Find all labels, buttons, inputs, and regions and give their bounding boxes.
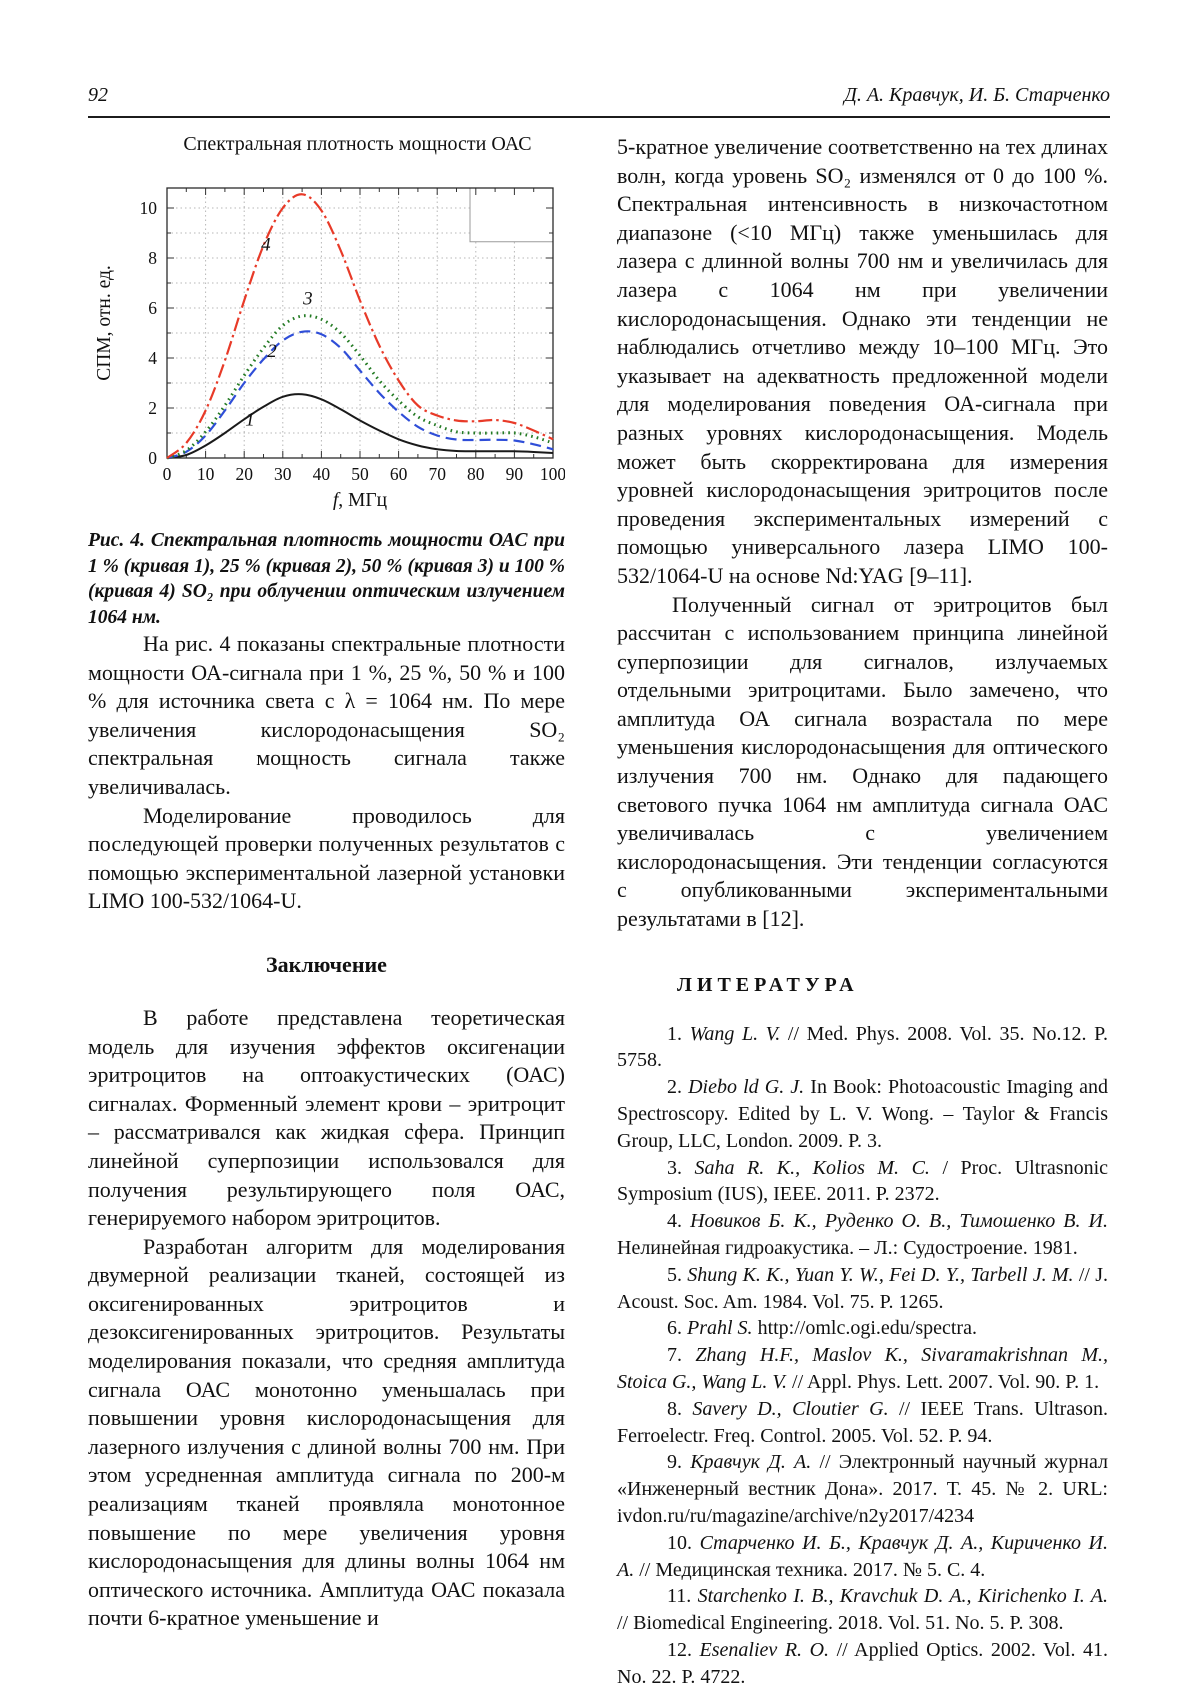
- reference-authors: Новиков Б. К., Руденко О. В., Тимошенко …: [690, 1210, 1108, 1233]
- curve-label-1: 1: [245, 410, 255, 431]
- reference-authors: Esenaliev R. O.: [699, 1638, 830, 1661]
- paragraph: На рис. 4 показаны спектральные плотност…: [88, 631, 565, 799]
- reference-number: 7.: [667, 1344, 696, 1367]
- reference-item: 5. Shung K. K., Yuan Y. W., Fei D. Y., T…: [617, 1262, 1108, 1316]
- reference-number: 2.: [667, 1076, 689, 1099]
- paragraph: Моделирование проводилось для последующе…: [88, 802, 565, 914]
- running-authors: Д. А. Кравчук, И. Б. Старченко: [844, 84, 1110, 106]
- reference-text: // Applied Optics. 2002. Vol. 41. No. 22…: [617, 1638, 1108, 1688]
- x-tick-label: 100: [540, 464, 565, 484]
- reference-number: 6.: [667, 1317, 687, 1340]
- reference-text: // Med. Phys. 2008. Vol. 35. No.12. P. 5…: [617, 1022, 1108, 1072]
- reference-item: 8. Savery D., Cloutier G. // IEEE Trans.…: [617, 1396, 1108, 1450]
- reference-text: / Proc. Ultrasnonic Symposium (IUS), IEE…: [617, 1156, 1109, 1206]
- x-tick-label: 60: [390, 464, 408, 484]
- reference-text: // Электронный научный журнал «Инженерны…: [617, 1451, 1108, 1527]
- reference-text: Нелинейная гидроакустика. – Л.: Судостро…: [617, 1237, 1078, 1259]
- x-tick-label: 80: [467, 464, 485, 484]
- reference-number: 4.: [667, 1210, 691, 1233]
- y-axis-label: СПМ, отн. ед.: [94, 265, 115, 381]
- reference-authors: Wang L. V.: [689, 1022, 781, 1045]
- two-column-layout: Спектральная плотность мощности ОАС 1 2 3 4…: [88, 133, 1110, 1691]
- reference-text: // Biomedical Engineering. 2018. Vol. 51…: [617, 1612, 1064, 1635]
- reference-number: 3.: [667, 1156, 695, 1179]
- reference-number: 11.: [667, 1585, 698, 1608]
- reference-authors: Diebo ld G. J.: [688, 1076, 805, 1099]
- reference-text: // IEEE Trans. Ultrason. Ferroelectr. Fr…: [617, 1397, 1108, 1447]
- curve-2: [166, 330, 554, 460]
- reference-authors: Кравчук Д. А.: [690, 1451, 812, 1474]
- reference-authors: Zhang H.F., Maslov K., Sivaramakrishnan …: [617, 1344, 1108, 1393]
- reference-text: // Медицинская техника. 2017. № 5. С. 4.: [634, 1558, 986, 1581]
- figure-caption: Рис. 4. Спектральная плотность мощности …: [88, 530, 565, 628]
- y-tick-label: 6: [148, 298, 157, 318]
- reference-authors: Starchenko I. B., Kravchuk D. A., Kirich…: [697, 1585, 1108, 1608]
- chart-title: Спектральная плотность мощности ОАС: [183, 133, 532, 155]
- curve-label-3: 3: [302, 288, 313, 309]
- reference-item: 9. Кравчук Д. А. // Электронный научный …: [617, 1449, 1108, 1529]
- reference-item: 10. Старченко И. Б., Кравчук Д. А., Кири…: [617, 1530, 1108, 1584]
- x-tick-label: 90: [506, 464, 524, 484]
- reference-number: 9.: [667, 1451, 691, 1474]
- reference-authors: Savery D., Cloutier G.: [692, 1397, 889, 1420]
- paragraph: В работе представлена теоретическая моде…: [88, 1004, 565, 1231]
- conclusion-heading: Заключение: [266, 951, 387, 977]
- right-column: 5-кратное увеличение соответственно на т…: [617, 133, 1108, 1691]
- y-tick-label: 2: [148, 398, 157, 418]
- reference-authors: Prahl S.: [687, 1317, 753, 1340]
- reference-item: 11. Starchenko I. B., Kravchuk D. A., Ki…: [617, 1583, 1108, 1637]
- reference-item: 3. Saha R. K., Kolios M. C. / Proc. Ultr…: [617, 1155, 1108, 1209]
- paragraph: Полученный сигнал от эритроцитов был рас…: [617, 591, 1108, 932]
- paragraph: Разработан алгоритм для моделирования дв…: [88, 1233, 565, 1631]
- reference-item: 1. Wang L. V. // Med. Phys. 2008. Vol. 3…: [617, 1021, 1108, 1075]
- x-tick-label: 70: [428, 464, 446, 484]
- curve-label-2: 2: [267, 341, 277, 362]
- x-axis-label: f, МГц: [333, 490, 387, 510]
- y-tick-label: 0: [148, 448, 157, 468]
- reference-text: In Book: Photoacoustic Imaging and Spect…: [617, 1076, 1108, 1152]
- running-header: 92 Д. А. Кравчук, И. Б. Старченко: [88, 84, 1110, 118]
- reference-text: // Appl. Phys. Lett. 2007. Vol. 90. P. 1…: [787, 1370, 1100, 1393]
- reference-item: 2. Diebo ld G. J. In Book: Photoacoustic…: [617, 1074, 1108, 1154]
- left-column: Спектральная плотность мощности ОАС 1 2 3 4…: [88, 133, 565, 1691]
- reference-number: 1.: [667, 1022, 690, 1045]
- reference-text: http://omlc.ogi.edu/spectra.: [752, 1317, 977, 1340]
- reference-authors: Saha R. K., Kolios M. C.: [694, 1156, 930, 1179]
- reference-item: 6. Prahl S. http://omlc.ogi.edu/spectra.: [617, 1315, 1108, 1342]
- paragraph: 5-кратное увеличение соответственно на т…: [617, 134, 1108, 588]
- literature-heading: ЛИТЕРАТУРА: [677, 973, 859, 996]
- y-tick-label: 8: [148, 248, 157, 268]
- x-tick-label: 30: [274, 464, 292, 484]
- reference-authors: Старченко И. Б., Кравчук Д. А., Кириченк…: [617, 1531, 1109, 1581]
- plot-frame: [166, 187, 554, 459]
- legend-box-empty: [469, 187, 554, 243]
- reference-number: 8.: [667, 1397, 693, 1420]
- reference-item: 7. Zhang H.F., Maslov K., Sivaramakrishn…: [617, 1342, 1108, 1396]
- figure-4: Спектральная плотность мощности ОАС 1 2 3 4…: [88, 133, 565, 630]
- references-list: 1. Wang L. V. // Med. Phys. 2008. Vol. 3…: [617, 1021, 1108, 1691]
- reference-authors: Shung K. K., Yuan Y. W., Fei D. Y., Tarb…: [687, 1263, 1074, 1286]
- curve-4: [166, 193, 554, 459]
- reference-number: 10.: [667, 1531, 700, 1554]
- x-tick-label: 0: [163, 464, 172, 484]
- x-tick-label: 20: [235, 464, 253, 484]
- y-tick-label: 4: [148, 348, 157, 368]
- reference-text: // J. Acoust. Soc. Am. 1984. Vol. 75. P.…: [617, 1263, 1109, 1313]
- y-tick-label: 10: [140, 198, 158, 218]
- reference-number: 12.: [667, 1638, 700, 1661]
- reference-number: 5.: [667, 1263, 688, 1286]
- x-tick-label: 50: [351, 464, 369, 484]
- page-number: 92: [88, 84, 108, 106]
- x-tick-label: 40: [313, 464, 331, 484]
- curve-1: [166, 393, 554, 459]
- x-tick-label: 10: [197, 464, 215, 484]
- reference-item: 4. Новиков Б. К., Руденко О. В., Тимошен…: [617, 1208, 1108, 1262]
- reference-item: 12. Esenaliev R. O. // Applied Optics. 2…: [617, 1637, 1108, 1691]
- curve-label-4: 4: [261, 235, 271, 256]
